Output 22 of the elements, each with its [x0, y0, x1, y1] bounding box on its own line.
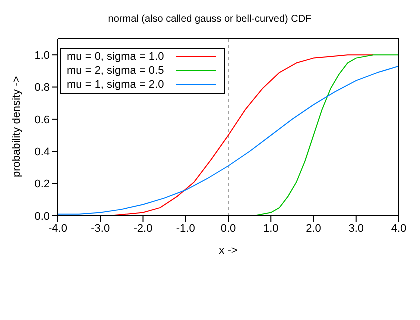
y-tick-label: 0.0	[34, 210, 50, 223]
x-tick-label: 2.0	[306, 222, 322, 235]
x-tick-label: -4.0	[48, 222, 68, 235]
x-tick-label: -3.0	[91, 222, 110, 235]
x-tick-label: 1.0	[263, 222, 279, 235]
y-tick-label: 0.8	[34, 82, 50, 94]
x-tick-label: 4.0	[391, 222, 407, 235]
y-axis-title: probability density ->	[10, 76, 23, 178]
legend-label: mu = 0, sigma = 1.0	[67, 51, 164, 63]
x-tick-label: 3.0	[348, 222, 364, 235]
y-tick-label: 0.4	[34, 146, 50, 159]
chart-title: normal (also called gauss or bell-curved) CDF	[107, 14, 313, 25]
y-tick-label: 1.0	[34, 50, 50, 62]
y-tick-label: 0.2	[34, 178, 50, 191]
line-series	[254, 54, 399, 216]
legend-label: mu = 2, sigma = 0.5	[67, 65, 164, 77]
x-tick-label: -2.0	[134, 222, 153, 235]
x-axis-title: x ->	[219, 245, 238, 257]
x-tick-label: -1.0	[176, 222, 196, 235]
y-tick-label: 0.6	[34, 114, 50, 126]
legend-label: mu = 1, sigma = 2.0	[67, 79, 164, 91]
x-tick-label: 0.0	[220, 222, 236, 235]
